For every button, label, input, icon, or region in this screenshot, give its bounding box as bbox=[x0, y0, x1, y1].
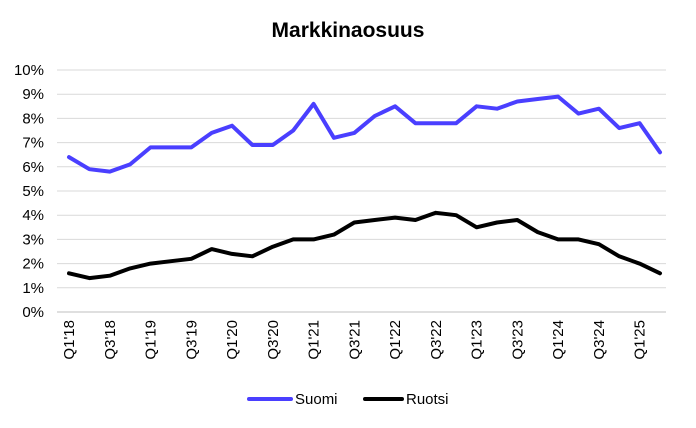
legend-label-ruotsi: Ruotsi bbox=[406, 391, 449, 408]
chart-title: Markkinaosuus bbox=[272, 19, 425, 42]
gridlines bbox=[57, 69, 666, 289]
x-tick-label: Q1'25 bbox=[632, 320, 649, 360]
y-tick-label: 0% bbox=[22, 304, 44, 321]
x-tick-label: Q3'23 bbox=[509, 320, 526, 360]
y-tick-label: 1% bbox=[22, 280, 44, 297]
x-tick-label: Q1'24 bbox=[550, 320, 567, 360]
legend-label-suomi: Suomi bbox=[295, 391, 338, 408]
x-axis-ticks: Q1'18 Q3'18 Q1'19 Q3'19 Q1'20 Q3'20 Q1'21 Q3'21… bbox=[61, 320, 649, 360]
x-tick-label: Q1'20 bbox=[224, 320, 241, 360]
x-tick-label: Q1'18 bbox=[61, 320, 78, 360]
x-tick-label: Q3'24 bbox=[591, 320, 608, 360]
y-tick-label: 6% bbox=[22, 159, 44, 176]
x-tick-label: Q3'20 bbox=[265, 320, 282, 360]
y-tick-label: 2% bbox=[22, 256, 44, 273]
legend: Suomi Ruotsi bbox=[247, 391, 449, 408]
x-tick-label: Q1'22 bbox=[387, 320, 404, 360]
y-tick-label: 8% bbox=[22, 110, 44, 127]
x-tick-label: Q1'19 bbox=[143, 320, 160, 360]
x-tick-label: Q1'23 bbox=[469, 320, 486, 360]
x-tick-label: Q3'22 bbox=[428, 320, 445, 360]
x-tick-label: Q3'18 bbox=[102, 320, 119, 360]
x-tick-label: Q1'21 bbox=[306, 320, 323, 360]
series-line-ruotsi bbox=[67, 210, 662, 281]
x-tick-label: Q3'19 bbox=[183, 320, 200, 360]
series-line-suomi bbox=[67, 94, 662, 174]
y-tick-label: 5% bbox=[22, 183, 44, 200]
x-tick-label: Q3'21 bbox=[346, 320, 363, 360]
y-tick-label: 3% bbox=[22, 231, 44, 248]
y-tick-label: 9% bbox=[22, 86, 44, 103]
series-lines bbox=[67, 94, 662, 281]
y-tick-label: 7% bbox=[22, 135, 44, 152]
y-tick-label: 4% bbox=[22, 207, 44, 224]
y-tick-label: 10% bbox=[14, 62, 44, 79]
y-axis-ticks: 0% 1% 2% 3% 4% 5% 6% 7% 8% 9% 10% bbox=[14, 62, 44, 321]
